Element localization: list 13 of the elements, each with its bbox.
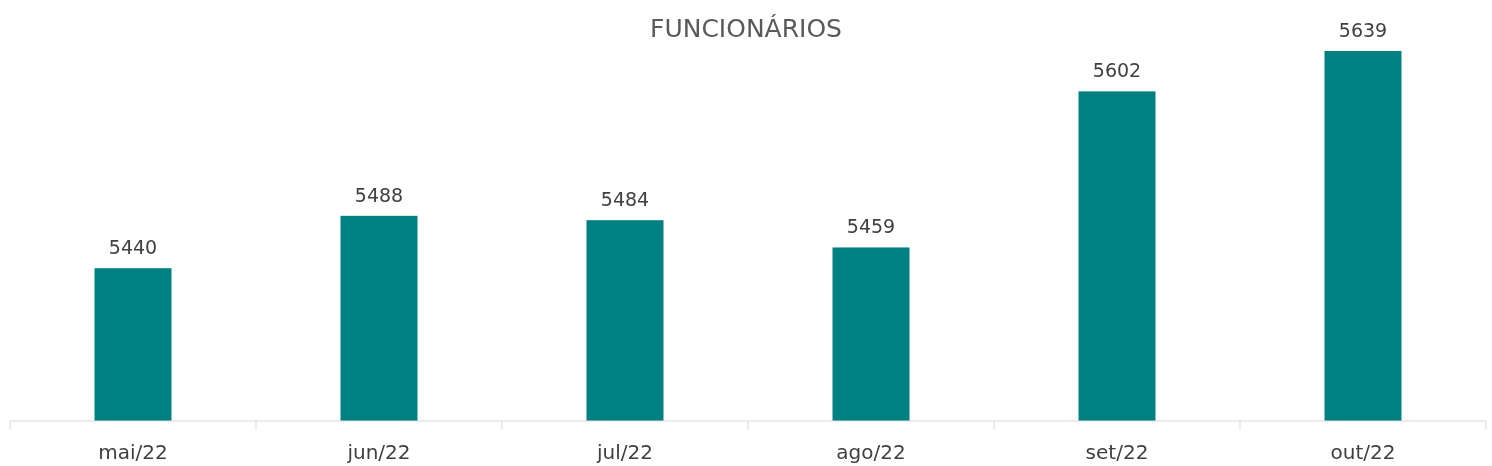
data-label: 5484 bbox=[600, 188, 650, 211]
data-label: 5459 bbox=[846, 215, 896, 238]
data-label: 5602 bbox=[1092, 59, 1142, 82]
chart-title: FUNCIONÁRIOS bbox=[650, 14, 842, 43]
data-label: 5488 bbox=[354, 183, 404, 206]
x-tick-label: ago/22 bbox=[836, 440, 906, 464]
x-tick-label: mai/22 bbox=[98, 440, 168, 464]
data-label: 5639 bbox=[1338, 19, 1388, 41]
x-tick-label: jul/22 bbox=[596, 440, 653, 464]
x-tick-label: set/22 bbox=[1085, 440, 1149, 464]
x-tick-label: jun/22 bbox=[346, 440, 411, 464]
data-label: 5440 bbox=[108, 236, 158, 259]
x-tick-label: out/22 bbox=[1330, 440, 1396, 464]
